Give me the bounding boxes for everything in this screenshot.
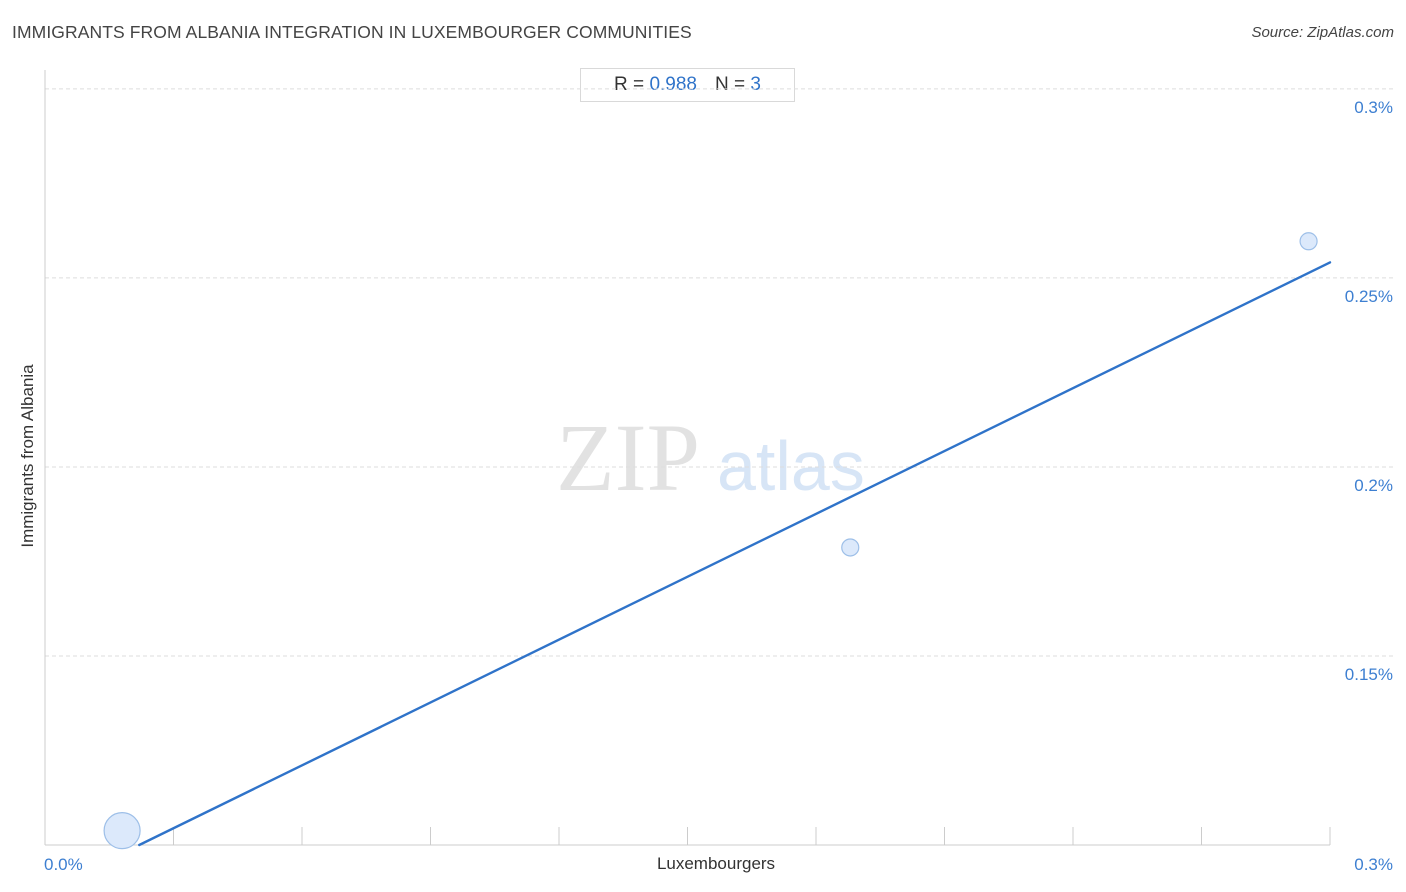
r-value: 0.988 [649, 74, 697, 95]
y-tick-label-2: 0.25% [1345, 287, 1393, 306]
y-tick-label-1: 0.2% [1354, 476, 1393, 495]
trendline [138, 261, 1332, 847]
x-axis-label: Luxembourgers [656, 854, 776, 873]
chart-title: IMMIGRANTS FROM ALBANIA INTEGRATION IN L… [12, 22, 692, 42]
x-tick-label-0: 0.0% [44, 855, 83, 874]
grid-lines [45, 88, 1395, 657]
data-point-0 [103, 812, 141, 850]
axes [44, 70, 1331, 846]
data-points [103, 232, 1318, 850]
watermark-zip: ZIP [556, 404, 700, 511]
r-label: R = [614, 74, 645, 95]
stats-box: R = 0.988 N = 3 [580, 68, 795, 102]
watermark: ZIP atlas [556, 404, 865, 511]
data-point-2 [1299, 232, 1318, 251]
n-value: 3 [750, 74, 761, 95]
source-label: Source: ZipAtlas.com [1251, 24, 1394, 41]
y-tick-label-3: 0.3% [1354, 98, 1393, 117]
n-label: N = [714, 74, 746, 95]
tick-labels: 0.15% 0.2% 0.25% 0.3% 0.0% 0.3% [44, 98, 1393, 874]
trendline-group [138, 261, 1332, 847]
watermark-atlas: atlas [717, 427, 865, 505]
x-tick-label-1: 0.3% [1354, 855, 1393, 874]
y-tick-label-0: 0.15% [1345, 665, 1393, 684]
data-point-1 [841, 538, 860, 557]
